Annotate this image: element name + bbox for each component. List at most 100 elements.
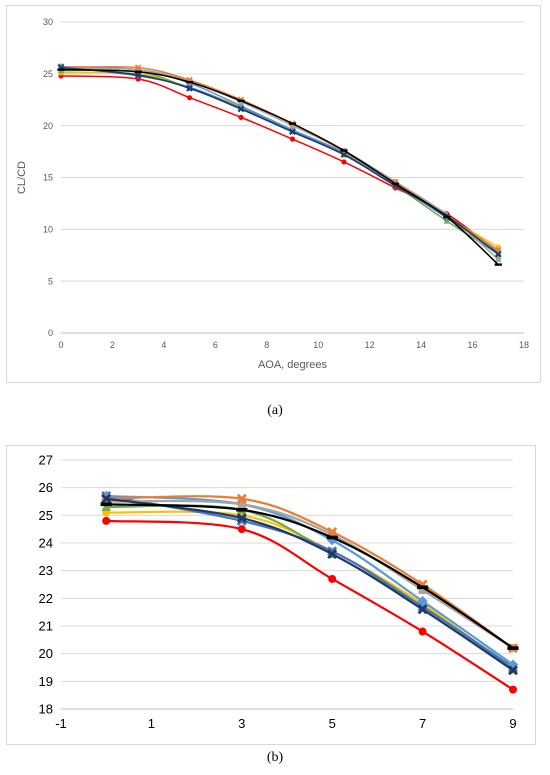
series-line <box>60 65 499 254</box>
data-point <box>102 497 111 506</box>
data-point <box>238 114 244 120</box>
series-group <box>57 63 502 257</box>
data-point <box>417 604 428 615</box>
data-point <box>443 217 450 224</box>
data-point <box>327 526 338 537</box>
x-tick-label: 1 <box>148 716 155 731</box>
series-line <box>60 65 499 252</box>
data-point <box>495 250 502 258</box>
series-line <box>60 71 499 248</box>
y-tick-label: 19 <box>39 674 53 689</box>
x-tick-label: 2 <box>110 340 115 350</box>
y-tick-label: 20 <box>43 121 53 131</box>
series-line <box>106 510 514 672</box>
series-group <box>57 64 502 258</box>
series-line <box>60 69 499 255</box>
data-point <box>134 64 142 71</box>
x-tick-label: 0 <box>58 340 63 350</box>
data-point <box>289 128 296 136</box>
x-tick-label: 7 <box>419 716 426 731</box>
data-point <box>101 493 112 504</box>
x-tick-label: 10 <box>313 340 323 350</box>
x-tick-label: 18 <box>519 340 529 350</box>
x-tick-label: 4 <box>161 340 166 350</box>
x-tick-label: 6 <box>213 340 218 350</box>
data-point <box>186 85 193 92</box>
y-tick-label: 23 <box>39 563 53 578</box>
data-point <box>101 501 111 512</box>
y-tick-label: 30 <box>43 17 53 27</box>
data-point <box>507 659 519 670</box>
series-line <box>60 66 499 255</box>
series-line <box>60 68 499 266</box>
x-tick-label: 12 <box>365 340 375 350</box>
y-tick-label: 20 <box>39 646 53 661</box>
chart-b-svg: 18 19 20 21 22 23 24 25 26 27 -1 1 3 5 7 9 <box>39 453 519 731</box>
data-point <box>495 256 501 262</box>
series-group <box>101 490 519 670</box>
data-point <box>509 685 517 694</box>
data-point <box>327 546 338 557</box>
data-point <box>508 665 518 676</box>
data-point <box>236 508 248 512</box>
data-point <box>288 122 297 125</box>
y-tick-label: 21 <box>39 619 53 634</box>
y-tick-label: 0 <box>48 328 53 338</box>
series-group <box>101 490 518 673</box>
series-group <box>100 502 519 650</box>
data-point <box>237 525 246 534</box>
data-point <box>236 493 247 504</box>
data-point <box>187 95 193 101</box>
data-point <box>236 513 247 524</box>
data-point <box>237 105 245 113</box>
data-point <box>443 215 451 219</box>
series-group <box>57 68 502 266</box>
x-tick-label: 14 <box>416 340 426 350</box>
series-group <box>58 66 501 262</box>
data-point <box>102 516 111 525</box>
data-point <box>289 136 296 142</box>
data-point <box>326 535 338 540</box>
y-axis-title: CL/CD <box>16 161 28 194</box>
data-point <box>328 530 337 539</box>
series-group <box>58 70 501 250</box>
y-tick-label: 10 <box>43 224 53 234</box>
series-group <box>57 64 502 254</box>
data-point <box>418 627 427 636</box>
x-tick-label: 8 <box>264 340 269 350</box>
x-tick-label: 16 <box>468 340 478 350</box>
series-group <box>58 73 501 255</box>
data-point <box>418 586 427 595</box>
chart-panel-a: 0 5 10 15 20 25 30 0 2 4 6 8 10 12 14 16 18 AOA, degrees C… <box>6 5 541 383</box>
caption-b: (b) <box>266 750 284 765</box>
x-tick-label: 5 <box>329 716 336 731</box>
data-point <box>134 71 142 79</box>
chart-panel-b: 18 19 20 21 22 23 24 25 26 27 -1 1 3 5 7 9 <box>6 445 536 745</box>
data-point <box>507 646 519 650</box>
y-tick-label: 27 <box>39 453 53 468</box>
y-tick-label: 25 <box>39 508 53 523</box>
x-tick-label: 3 <box>238 716 245 731</box>
y-tick-label: 15 <box>43 173 53 183</box>
series-line <box>60 67 499 260</box>
data-point <box>237 500 246 509</box>
x-tick-label: 9 <box>509 716 516 731</box>
data-point <box>327 549 338 560</box>
data-point <box>289 123 296 129</box>
chart-a-svg: 0 5 10 15 20 25 30 0 2 4 6 8 10 12 14 16 18 AOA, degrees C… <box>16 17 529 371</box>
series-group <box>101 493 518 676</box>
data-point <box>391 182 400 185</box>
y-tick-label: 18 <box>39 702 53 717</box>
series-group <box>57 63 502 255</box>
x-tick-label: -1 <box>55 716 67 731</box>
series-group <box>57 67 502 257</box>
data-point <box>237 99 245 102</box>
series-line <box>60 75 499 253</box>
series-group <box>102 508 517 675</box>
data-point <box>100 502 112 507</box>
y-tick-label: 24 <box>39 536 53 551</box>
data-point <box>494 263 502 266</box>
data-point <box>134 70 142 73</box>
caption-a: (a) <box>267 403 283 418</box>
data-point <box>135 67 141 73</box>
